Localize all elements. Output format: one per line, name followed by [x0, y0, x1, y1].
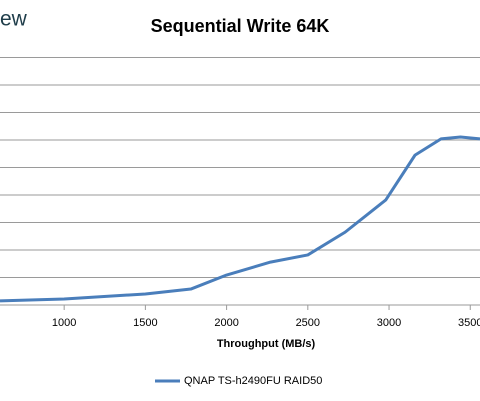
x-tick-label: 3000 — [377, 317, 401, 329]
x-tick-label: 1000 — [52, 317, 76, 329]
x-tick-label: 2500 — [296, 317, 320, 329]
chart-title: Sequential Write 64K — [151, 16, 330, 36]
watermark: ew — [0, 8, 28, 31]
x-axis-label: Throughput (MB/s) — [217, 338, 316, 350]
data-line — [0, 135, 480, 303]
legend-label: QNAP TS-h2490FU RAID50 — [184, 375, 322, 387]
x-tick-label: 1500 — [133, 317, 157, 329]
x-tick-label: 3500 — [458, 317, 480, 329]
x-tick-label: 2000 — [214, 317, 238, 329]
